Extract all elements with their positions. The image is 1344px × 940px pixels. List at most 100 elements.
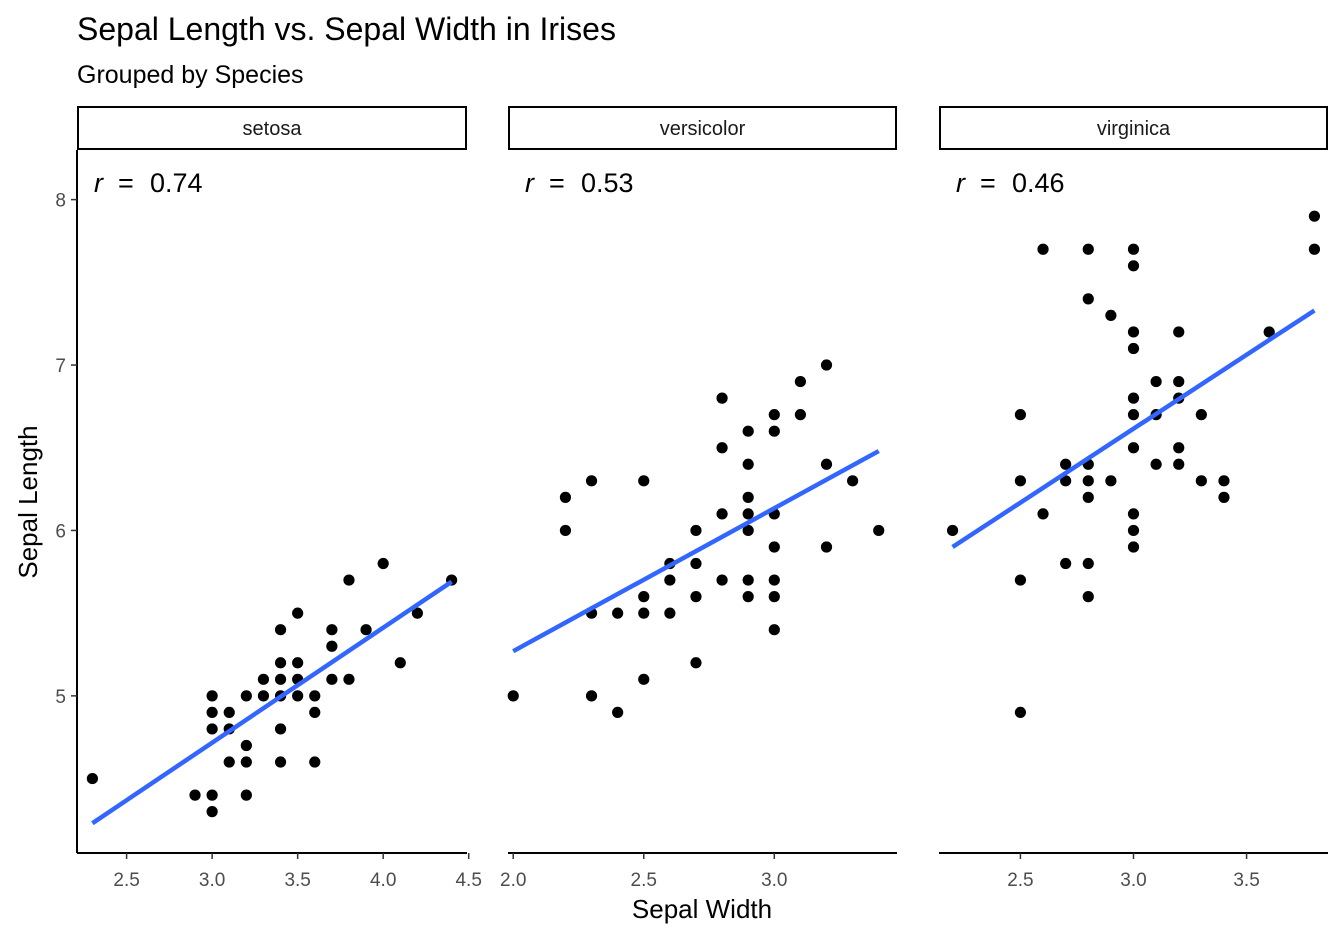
data-point [1127, 392, 1140, 404]
data-point [1060, 557, 1072, 570]
data-point [189, 789, 201, 801]
regression-line [512, 449, 880, 654]
data-point [274, 657, 287, 669]
data-point [664, 574, 676, 586]
data-point [638, 475, 650, 487]
data-point [690, 657, 702, 669]
data-point [1105, 475, 1117, 487]
data-point [257, 690, 270, 702]
data-point [794, 409, 807, 421]
x-tick-label: 4.5 [455, 870, 481, 891]
x-tick-label: 2.0 [500, 870, 526, 891]
data-point [411, 607, 423, 619]
data-point [847, 475, 859, 487]
data-point [1082, 591, 1094, 603]
data-point [638, 591, 650, 603]
data-point [1127, 260, 1140, 272]
data-point [1127, 442, 1140, 454]
data-point [274, 673, 287, 685]
data-point [1308, 210, 1321, 222]
data-point [1014, 706, 1027, 719]
data-point [690, 524, 702, 537]
data-point [612, 607, 624, 619]
data-point [1263, 326, 1275, 338]
data-point [768, 591, 780, 603]
data-point [716, 508, 728, 520]
correlation-equals: = [118, 168, 134, 198]
data-point [1218, 475, 1230, 487]
data-point [1150, 375, 1162, 388]
correlation-value: 0.46 [1012, 168, 1065, 198]
data-point [343, 574, 355, 586]
data-point [1037, 508, 1049, 520]
data-point [1173, 326, 1185, 338]
data-point [1173, 458, 1185, 470]
facet-strip-versicolor [508, 106, 897, 150]
data-point [309, 756, 321, 768]
chart-title: Sepal Length vs. Sepal Width in Irises [77, 11, 616, 47]
y-tick-label: 8 [55, 191, 66, 212]
data-point [206, 690, 218, 702]
y-axis-title: Sepal Length [13, 425, 43, 578]
data-point [585, 475, 598, 487]
data-point [394, 657, 406, 669]
data-point [742, 524, 754, 537]
data-point [507, 690, 519, 702]
panel-setosa: setosa 2.5 3.0 3.5 4.0 4.5 r = 0.74 [77, 106, 482, 891]
facet-strip-virginica [939, 106, 1328, 150]
correlation-equals: = [549, 168, 565, 198]
data-point [1082, 475, 1094, 487]
x-tick-label: 2.5 [631, 870, 657, 891]
data-point [1060, 475, 1072, 487]
data-point [559, 491, 572, 503]
data-point [326, 673, 338, 685]
x-tick-label: 3.0 [761, 870, 787, 891]
data-point [638, 607, 650, 619]
data-point [716, 392, 728, 404]
data-point [292, 690, 304, 702]
data-point [309, 690, 321, 702]
data-point [1014, 409, 1027, 421]
data-point [240, 739, 252, 752]
data-point [742, 574, 754, 586]
data-point [768, 574, 780, 586]
data-point [768, 541, 780, 553]
data-point [1060, 458, 1072, 470]
data-point [240, 789, 252, 801]
data-point [1195, 409, 1207, 421]
data-point [585, 690, 598, 702]
y-tick-label: 7 [55, 356, 66, 377]
data-point [768, 624, 780, 636]
x-tick-label: 3.0 [199, 870, 225, 891]
data-point [1218, 491, 1230, 503]
data-point [742, 425, 754, 437]
data-point [1150, 458, 1162, 470]
data-point [292, 607, 304, 619]
y-tick-label: 6 [55, 521, 66, 542]
data-point [946, 524, 959, 537]
x-tick-label: 4.0 [370, 870, 396, 891]
regression-line [91, 579, 453, 826]
data-point [742, 591, 754, 603]
data-point [873, 524, 885, 537]
data-point [1082, 243, 1094, 255]
chart-subtitle: Grouped by Species [77, 61, 304, 89]
data-point [326, 624, 338, 636]
panel-virginica: virginica 2.5 3.0 3.5 r = 0.46 [939, 106, 1328, 891]
data-point [1037, 243, 1049, 255]
data-point [820, 458, 833, 470]
data-point [612, 706, 624, 719]
data-point [1195, 475, 1207, 487]
data-point [1105, 309, 1117, 322]
data-point [1082, 293, 1094, 305]
x-tick-label: 2.5 [1007, 870, 1033, 891]
x-axis-title: Sepal Width [632, 894, 772, 924]
data-point [223, 756, 235, 768]
correlation-equals: = [980, 168, 996, 198]
data-point [240, 690, 252, 702]
x-tick-label: 3.5 [284, 870, 310, 891]
data-point [86, 772, 98, 785]
data-point [257, 673, 270, 685]
data-point [1308, 243, 1321, 255]
data-point [716, 442, 728, 454]
